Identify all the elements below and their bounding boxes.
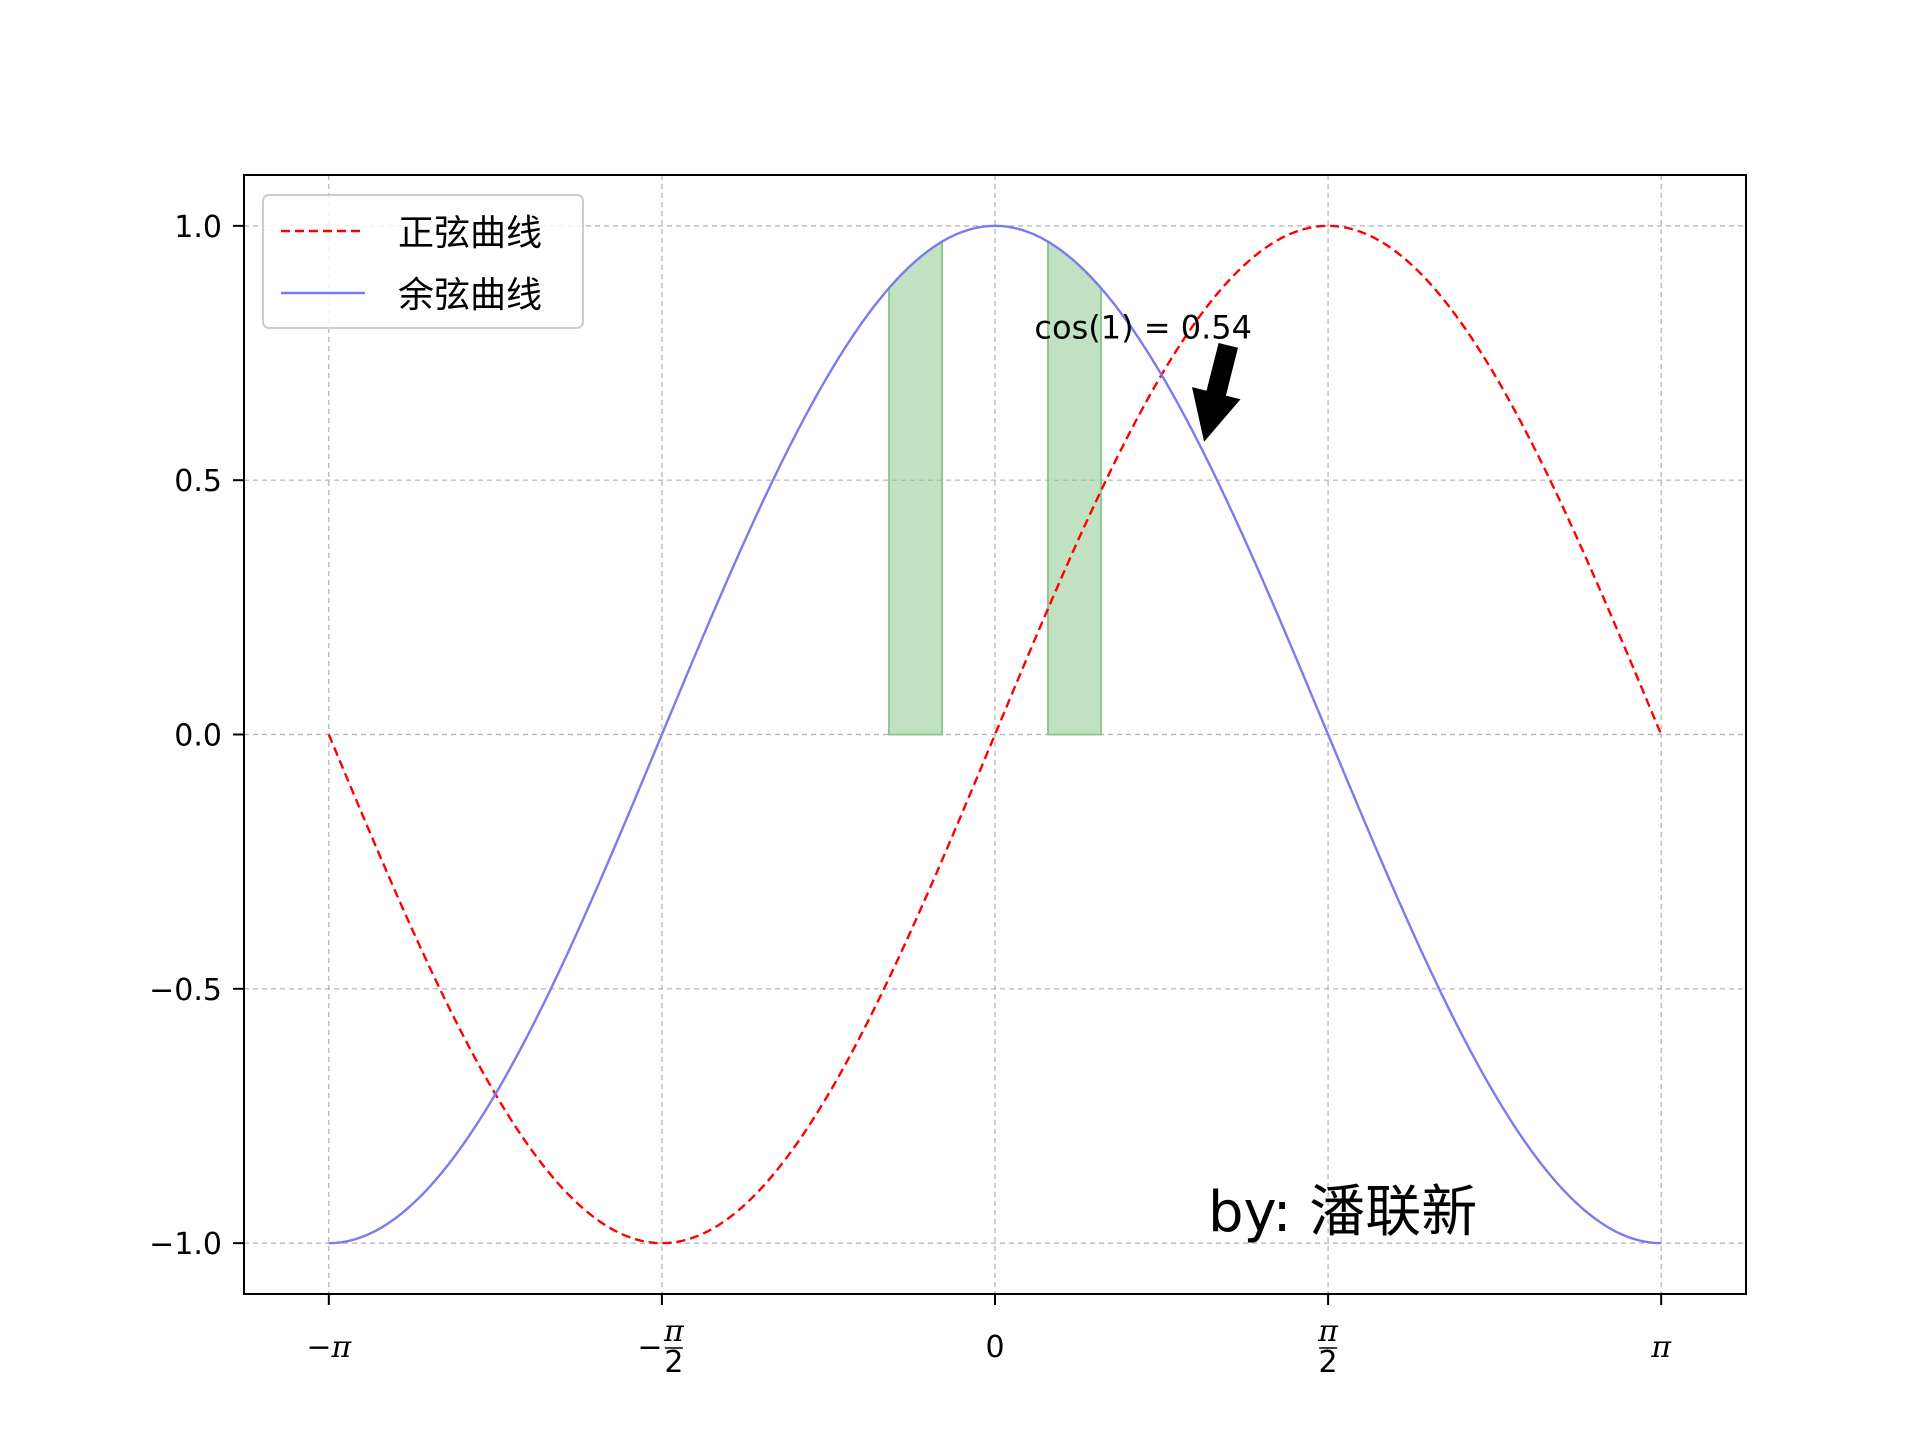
y-tick-label-0: 1.0 (174, 210, 222, 245)
signature: by: 潘联新 (1208, 1180, 1477, 1245)
series-line-cos (328, 224, 1662, 1245)
fill-region-0 (887, 239, 943, 736)
x-tick-label-sign: − (637, 1330, 662, 1365)
y-tick-label-3: −0.5 (149, 973, 222, 1008)
y-axis-ticks: 1.0 0.5 0.0 −0.5 −1.0 (149, 210, 244, 1262)
annotation: cos(1) = 0.54 (1034, 309, 1252, 442)
legend-label-sin: 正弦曲线 (398, 213, 542, 254)
legend-label-cos: 余弦曲线 (398, 275, 542, 316)
x-tick-label-denominator: 2 (1319, 1345, 1338, 1380)
y-tick-label-2: 0.0 (174, 719, 222, 754)
y-tick-label-1: 0.5 (174, 464, 222, 499)
annotation-label: cos(1) = 0.54 (1034, 309, 1252, 347)
annotation-arrow (1192, 343, 1241, 442)
x-tick-label-numerator: π (663, 1314, 685, 1349)
x-tick-label-0: −π (306, 1330, 352, 1365)
legend: 正弦曲线 余弦曲线 (262, 194, 584, 329)
x-tick-label-2: 0 (985, 1330, 1004, 1365)
x-tick-label-4: π (1650, 1330, 1672, 1365)
x-tick-label-denominator: 2 (664, 1345, 683, 1380)
x-tick-label-numerator: π (1317, 1314, 1339, 1349)
x-tick-label-3: π2 (1317, 1314, 1339, 1380)
x-tick-label-1: − π2 (637, 1314, 685, 1380)
x-axis-ticks: −π − π2 0 π2 π (306, 1294, 1672, 1380)
legend-box (262, 194, 584, 329)
series-line-sin (327, 224, 1663, 1245)
y-tick-label-4: −1.0 (149, 1227, 222, 1262)
